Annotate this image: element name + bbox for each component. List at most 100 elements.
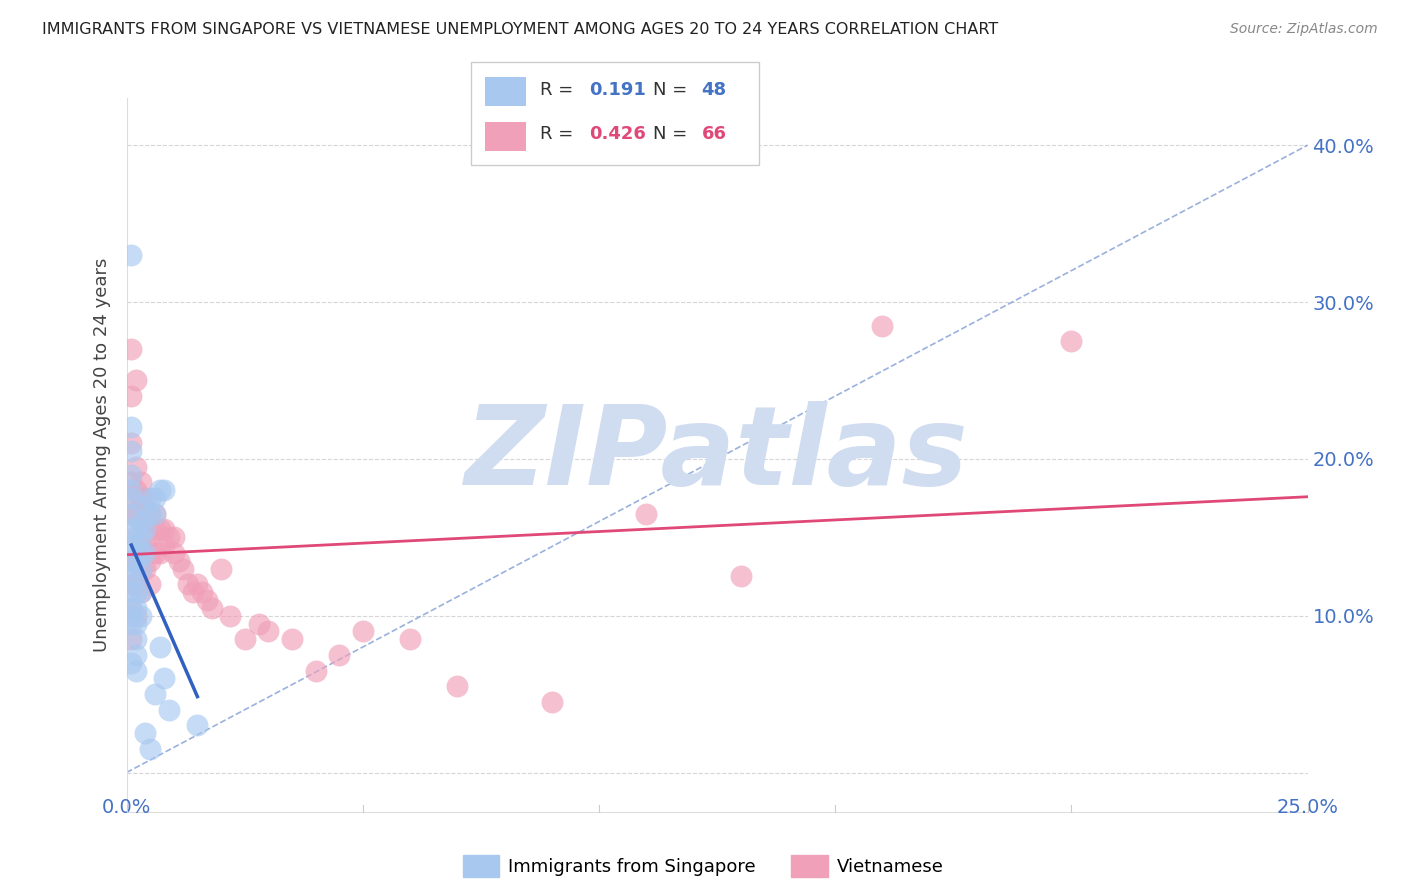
Point — [730, 569, 752, 583]
Point — [143, 523, 166, 537]
Point — [120, 483, 142, 498]
Point — [120, 656, 142, 670]
Point — [129, 561, 152, 575]
Point — [149, 483, 172, 498]
Point — [139, 742, 162, 756]
Text: 66: 66 — [702, 125, 727, 144]
Point — [125, 569, 148, 583]
Point — [129, 491, 152, 505]
Point — [540, 695, 562, 709]
Point — [120, 577, 142, 591]
Point — [153, 523, 176, 537]
Point — [120, 420, 142, 434]
Point — [125, 523, 148, 537]
Point — [143, 507, 166, 521]
Point — [129, 475, 152, 490]
Text: 0.0%: 0.0% — [101, 797, 152, 816]
Point — [134, 546, 156, 560]
Bar — [485, 122, 526, 151]
Y-axis label: Unemployment Among Ages 20 to 24 years: Unemployment Among Ages 20 to 24 years — [93, 258, 111, 652]
Point — [120, 554, 142, 568]
Point — [153, 672, 176, 686]
Point — [125, 538, 148, 552]
Point — [120, 585, 142, 599]
Point — [872, 318, 894, 333]
Point — [125, 632, 148, 647]
Point — [233, 632, 256, 647]
Point — [153, 538, 176, 552]
Point — [129, 546, 152, 560]
Point — [328, 648, 350, 662]
Point — [281, 632, 304, 647]
Point — [352, 624, 374, 639]
Point — [129, 561, 152, 575]
Point — [120, 616, 142, 631]
Legend: Immigrants from Singapore, Vietnamese: Immigrants from Singapore, Vietnamese — [456, 847, 950, 884]
Point — [125, 373, 148, 387]
Point — [125, 507, 148, 521]
Point — [120, 538, 142, 552]
Point — [247, 616, 270, 631]
Point — [125, 648, 148, 662]
Bar — [485, 77, 526, 105]
Point — [143, 546, 166, 560]
Point — [149, 523, 172, 537]
Point — [153, 483, 176, 498]
Point — [134, 726, 156, 740]
Point — [143, 491, 166, 505]
Point — [125, 585, 148, 599]
Point — [120, 554, 142, 568]
Point — [177, 577, 200, 591]
Text: 0.426: 0.426 — [589, 125, 647, 144]
Point — [125, 530, 148, 544]
Point — [149, 546, 172, 560]
Point — [120, 523, 142, 537]
Point — [120, 491, 142, 505]
Point — [125, 608, 148, 623]
Point — [139, 554, 162, 568]
Point — [125, 459, 148, 474]
Point — [120, 389, 142, 403]
Point — [157, 703, 180, 717]
Point — [125, 483, 148, 498]
Point — [120, 342, 142, 356]
Point — [129, 538, 152, 552]
Point — [125, 616, 148, 631]
Point — [120, 507, 142, 521]
Point — [134, 523, 156, 537]
Point — [120, 467, 142, 482]
Point — [129, 585, 152, 599]
Point — [1060, 334, 1083, 349]
Text: R =: R = — [540, 125, 574, 144]
Point — [195, 593, 218, 607]
Point — [120, 608, 142, 623]
Point — [134, 515, 156, 529]
Text: 48: 48 — [702, 81, 727, 99]
Point — [120, 248, 142, 262]
Text: R =: R = — [540, 81, 574, 99]
Point — [120, 436, 142, 450]
Point — [399, 632, 422, 647]
Text: N =: N = — [652, 125, 688, 144]
Point — [139, 491, 162, 505]
Point — [139, 507, 162, 521]
Point — [167, 554, 190, 568]
Point — [143, 687, 166, 701]
Point — [191, 585, 214, 599]
Point — [129, 515, 152, 529]
Text: N =: N = — [652, 81, 688, 99]
Point — [219, 608, 242, 623]
Point — [186, 718, 208, 732]
Point — [120, 632, 142, 647]
Point — [120, 569, 142, 583]
Text: IMMIGRANTS FROM SINGAPORE VS VIETNAMESE UNEMPLOYMENT AMONG AGES 20 TO 24 YEARS C: IMMIGRANTS FROM SINGAPORE VS VIETNAMESE … — [42, 22, 998, 37]
Point — [120, 507, 142, 521]
Point — [636, 507, 658, 521]
Point — [129, 530, 152, 544]
Point — [129, 585, 152, 599]
FancyBboxPatch shape — [471, 62, 759, 165]
Point — [120, 444, 142, 458]
Point — [134, 561, 156, 575]
Point — [186, 577, 208, 591]
Point — [129, 608, 152, 623]
